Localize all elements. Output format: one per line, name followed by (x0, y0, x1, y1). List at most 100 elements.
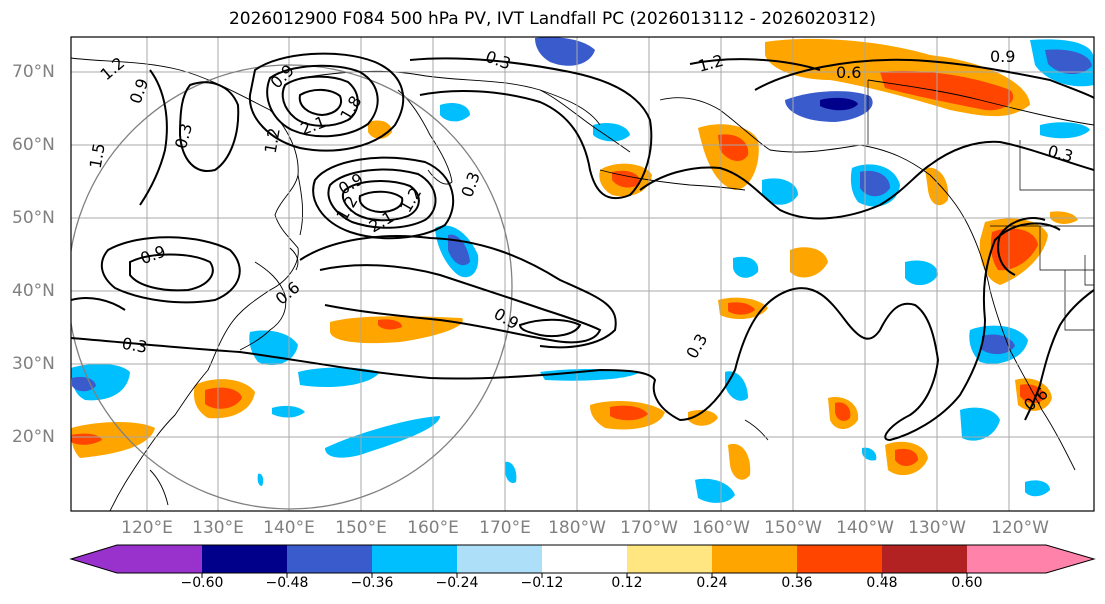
coast-philippines (149, 469, 169, 506)
pv-contour-03-west (71, 222, 1061, 442)
shade-blue-270 (905, 260, 938, 286)
lat-label: 30°N (12, 354, 55, 374)
contour-label: 1.2 (97, 53, 129, 84)
lon-label: 140°W (836, 518, 894, 538)
colorbar-tick-label: −0.36 (350, 575, 394, 591)
colorbar-tick-label: 0.36 (781, 575, 813, 591)
shade-red-460 (895, 448, 918, 466)
shade-northpole-blue (535, 37, 595, 66)
colorbar-segment (882, 545, 968, 573)
contour-label: 0.9 (126, 76, 153, 106)
pv-contour-vortex2-inner (341, 180, 420, 222)
pv-contour-asia-west (71, 297, 126, 311)
lon-label: 170°W (620, 518, 678, 538)
shade-japan-blue (249, 330, 298, 366)
coast-sakhalin (297, 174, 304, 236)
colorbar-segment (967, 545, 1047, 573)
colorbar-tick-label: −0.48 (265, 575, 309, 591)
contour-label: 1.2 (332, 193, 361, 225)
lon-label: 160°E (407, 518, 459, 538)
pv-contour-vortex1-inner (281, 75, 359, 127)
lat-label: 50°N (12, 208, 55, 228)
border-us-states3 (1084, 255, 1094, 286)
lon-label: 150°E (335, 518, 387, 538)
shade-blue-105 (440, 103, 470, 122)
shade-red-410 (835, 402, 851, 421)
lon-label: 170°E (479, 518, 531, 538)
lon-label: 140°E (263, 518, 315, 538)
contour-label: 0.3 (483, 47, 513, 74)
coast-chukotka (539, 89, 631, 153)
pv-contour-gulf-ak (639, 140, 1094, 220)
colorbar-segment (542, 545, 628, 573)
pv-contour-vortex2-mid (327, 168, 437, 229)
coast-aleutians (599, 169, 746, 191)
colorbar-outline (69, 544, 1096, 574)
coast-japan (239, 247, 299, 351)
shade-blue-345b (982, 334, 1015, 355)
border-canada-west (1019, 140, 1094, 191)
contour-label: 1.2 (261, 126, 284, 154)
shade-bering-red (718, 134, 749, 162)
shade-red-308 (728, 302, 755, 315)
contour-label: 0.3 (457, 169, 484, 199)
pv-contour-vortex1-core (298, 88, 342, 117)
pv-contour-layer (71, 52, 1094, 442)
plot-title: 2026012900 F084 500 hPa PV, IVT Landfall… (228, 9, 876, 29)
border-us-states1 (1039, 226, 1094, 271)
colorbar-extend-low (71, 545, 118, 573)
coastline-layer (71, 57, 1094, 511)
lon-label: 160°W (692, 518, 750, 538)
colorbar-segment (287, 545, 373, 573)
shade-blue-390 (725, 371, 748, 401)
coast-kamchatka (397, 89, 453, 185)
colorbar-tick-label: 0.48 (866, 575, 898, 591)
shade-150e-red (378, 319, 402, 330)
lon-label: 120°W (991, 518, 1049, 538)
pv-contour-west-loop (178, 81, 240, 172)
pv-contour-vortex2-core (358, 190, 404, 214)
colorbar-tick-label: 0.12 (611, 575, 643, 591)
shade-wc-red (990, 228, 1038, 271)
lon-label: 130°E (192, 518, 244, 538)
colorbar-tick-label: −0.24 (435, 575, 479, 591)
border-layer (867, 80, 1094, 331)
shade-blue-450 (862, 447, 877, 461)
colorbar-tick-label: −0.12 (520, 575, 564, 591)
colorbar-tick-label: 0.24 (696, 575, 728, 591)
shade-gulfak-blue2 (860, 170, 890, 197)
shade-blue-480 (257, 473, 264, 486)
pv-contour-09-jet (319, 264, 602, 344)
pv-contour-west-coast (1024, 289, 1094, 421)
contour-label: 0.3 (171, 121, 196, 151)
lat-label: 40°N (12, 281, 55, 301)
pv-contour-high-lat2 (754, 58, 1094, 99)
shade-160e-blue2 (448, 234, 470, 266)
lon-label: 180°W (548, 518, 606, 538)
contour-label: 0.9 (138, 242, 168, 269)
colorbar-segment (457, 545, 543, 573)
contour-label: 0.6 (272, 278, 304, 309)
shade-scs-orange (71, 422, 155, 458)
colorbar-segment (372, 545, 458, 573)
contour-label: 1.2 (396, 184, 425, 216)
contour-label: 0.3 (682, 330, 711, 362)
pv-contour-vortex1-outer (248, 52, 405, 152)
colorbar-segment (117, 545, 203, 573)
lon-label: 120°E (121, 518, 173, 538)
lat-label: 70°N (12, 62, 55, 82)
pv-contour-vortex3 (100, 236, 241, 304)
pc-shading-layer (71, 37, 1094, 503)
pv-contour-west-boundary (139, 69, 168, 206)
coast-nw-canada (867, 79, 1094, 126)
shade-blue-streak2 (540, 369, 640, 381)
colorbar-segment (627, 545, 713, 573)
landfall-circle (71, 64, 513, 510)
contour-label: 2.1 (366, 207, 398, 236)
shade-ne-blue3 (1040, 122, 1090, 139)
lon-label: 150°W (764, 518, 822, 538)
shade-blue-495 (695, 478, 735, 503)
shade-blue-470 (505, 461, 517, 484)
pv-contour-vortex3-inner (129, 253, 214, 292)
